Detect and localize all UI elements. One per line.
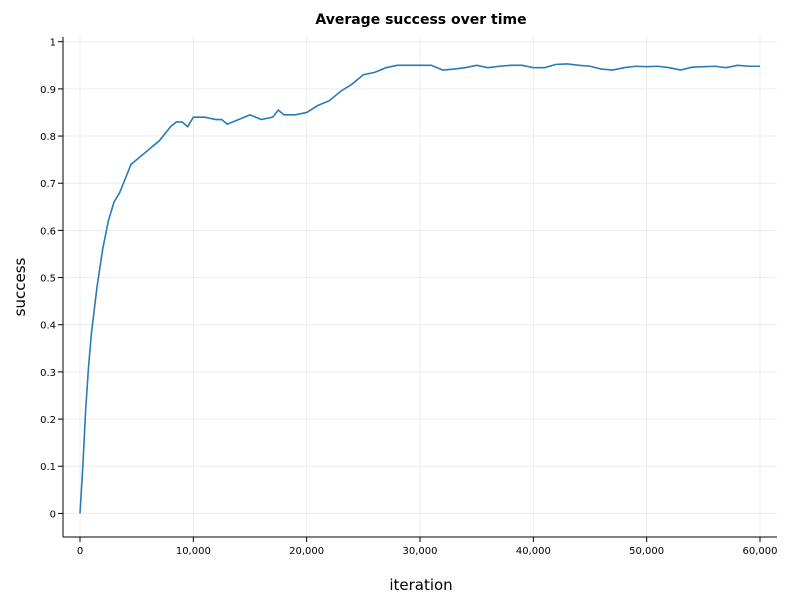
y-tick-label: 0.2	[40, 415, 56, 426]
y-tick-label: 0.8	[40, 132, 56, 143]
x-tick-label: 50,000	[629, 546, 664, 557]
y-tick-label: 0.7	[40, 179, 56, 190]
y-tick-label: 0.5	[40, 274, 56, 285]
x-tick-label: 60,000	[743, 546, 778, 557]
x-tick-label: 30,000	[403, 546, 438, 557]
y-tick-label: 0.4	[40, 321, 56, 332]
y-tick-label: 0.1	[40, 462, 56, 473]
grid	[63, 37, 777, 537]
y-axis-label: success	[11, 257, 29, 316]
y-tick-label: 0	[50, 509, 56, 520]
chart-title: Average success over time	[315, 12, 526, 28]
plot-area	[79, 63, 760, 514]
y-tick-label: 0.6	[40, 226, 56, 237]
x-tick-label: 20,000	[289, 546, 324, 557]
data-line	[79, 63, 760, 514]
x-axis-label: iteration	[389, 576, 452, 594]
y-tick-label: 1	[50, 38, 56, 49]
x-tick-label: 10,000	[176, 546, 211, 557]
y-tick-label: 0.3	[40, 368, 56, 379]
x-tick-label: 0	[77, 546, 83, 557]
y-tick-label: 0.9	[40, 85, 56, 96]
x-tick-label: 40,000	[516, 546, 551, 557]
